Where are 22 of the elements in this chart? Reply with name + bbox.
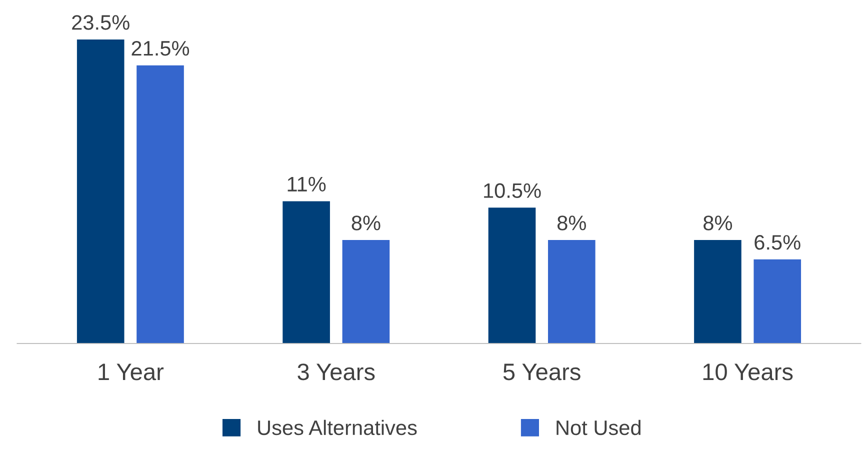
x-tick-label: 10 Years	[703, 364, 793, 380]
data-label: 11%	[288, 176, 326, 192]
bar	[342, 240, 390, 344]
bar	[754, 259, 802, 344]
x-tick-label: 1 Year	[98, 364, 164, 380]
bar	[694, 240, 742, 344]
legend-label: Uses Alternatives	[258, 420, 417, 436]
x-tick-label: 3 Years	[298, 364, 375, 380]
data-label: 21.5%	[132, 40, 190, 56]
bar	[548, 240, 596, 344]
data-label: 8%	[704, 216, 732, 230]
bar	[488, 208, 536, 344]
data-label: 23.5%	[72, 15, 130, 30]
data-label: 8%	[352, 216, 380, 230]
data-label: 10.5%	[484, 183, 541, 198]
data-label: 8%	[558, 216, 586, 230]
x-tick-label: 5 Years	[503, 364, 580, 380]
bar	[136, 65, 184, 344]
legend-label: Not Used	[556, 420, 640, 436]
data-label: 6.5%	[754, 234, 800, 250]
bar	[76, 40, 124, 344]
bar	[282, 201, 330, 344]
